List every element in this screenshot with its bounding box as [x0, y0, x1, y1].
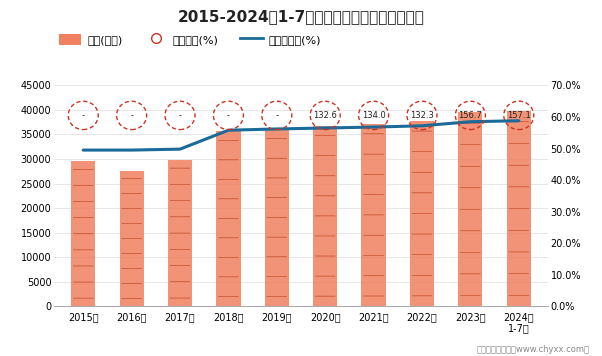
Text: -: -: [275, 111, 278, 120]
Text: 132.3: 132.3: [410, 111, 434, 120]
Text: -: -: [179, 111, 182, 120]
FancyBboxPatch shape: [265, 129, 289, 306]
Text: -: -: [227, 111, 230, 120]
FancyBboxPatch shape: [120, 171, 144, 306]
FancyBboxPatch shape: [168, 160, 192, 306]
Text: 157.1: 157.1: [507, 111, 530, 120]
FancyBboxPatch shape: [507, 111, 531, 306]
FancyBboxPatch shape: [313, 126, 337, 306]
Text: 134.0: 134.0: [362, 111, 385, 120]
FancyBboxPatch shape: [458, 112, 482, 306]
FancyBboxPatch shape: [71, 162, 95, 306]
Text: 制图：智研咨询（www.chyxx.com）: 制图：智研咨询（www.chyxx.com）: [477, 345, 590, 354]
Text: 156.7: 156.7: [459, 111, 482, 120]
FancyBboxPatch shape: [410, 121, 434, 306]
FancyBboxPatch shape: [216, 131, 241, 306]
FancyBboxPatch shape: [361, 124, 386, 306]
Text: -: -: [82, 111, 85, 120]
Legend: 负债(亿元), 产权比率(%), 资产负债率(%): 负债(亿元), 产权比率(%), 资产负债率(%): [55, 29, 325, 49]
Text: -: -: [130, 111, 133, 120]
Text: 132.6: 132.6: [313, 111, 337, 120]
Text: 2015-2024年1-7月河南省工业企业负债统计图: 2015-2024年1-7月河南省工业企业负债统计图: [178, 9, 424, 24]
